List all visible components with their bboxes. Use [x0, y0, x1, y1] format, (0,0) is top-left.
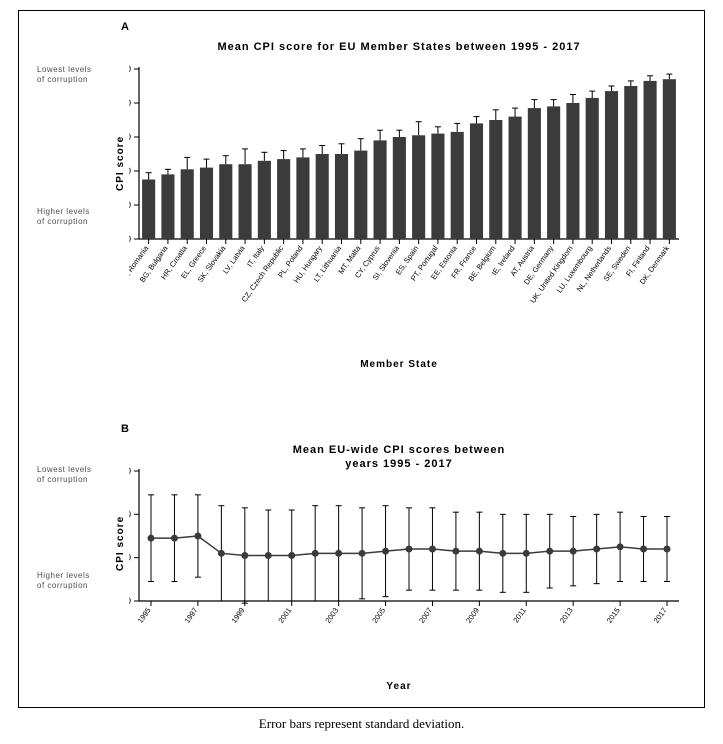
svg-text:40: 40	[129, 596, 131, 606]
panel-b-chart: 40 60 80 100 1995 1997 1999 2001 2003 2005 2007 200…	[129, 451, 689, 681]
panel-a-label: A	[121, 21, 130, 33]
svg-text:60: 60	[129, 553, 131, 563]
svg-text:20: 20	[129, 200, 131, 210]
svg-text:2017: 2017	[652, 606, 669, 625]
panel-b-note-bottom: Higher levelsof corruption	[37, 571, 90, 591]
svg-text:1995: 1995	[136, 606, 153, 625]
svg-text:80: 80	[129, 98, 131, 108]
svg-text:2011: 2011	[511, 606, 528, 624]
svg-text:2013: 2013	[558, 606, 575, 625]
figure-frame: A Mean CPI score for EU Member States be…	[18, 10, 705, 708]
panel-b-note-top: Lowest levelsof corruption	[37, 465, 92, 485]
panel-a-chart: 020406080100RO, RomaniaBG, BulgariaHR, C…	[129, 51, 689, 371]
svg-text:2003: 2003	[323, 606, 340, 625]
panel-a-note-bottom: Higher levelsof corruption	[37, 207, 90, 227]
svg-text:100: 100	[129, 64, 131, 74]
svg-text:2001: 2001	[276, 606, 293, 625]
svg-text:40: 40	[129, 166, 131, 176]
panel-b-label: B	[121, 423, 130, 435]
svg-text:1999: 1999	[230, 606, 247, 625]
figure-caption: Error bars represent standard deviation.	[0, 716, 723, 732]
figure-page: A Mean CPI score for EU Member States be…	[0, 0, 723, 744]
svg-text:2005: 2005	[370, 606, 387, 625]
svg-text:80: 80	[129, 509, 131, 519]
panel-a-ylabel: CPI score	[115, 136, 126, 191]
svg-text:1997: 1997	[183, 606, 200, 625]
svg-text:2015: 2015	[605, 606, 622, 625]
panel-b-ylabel: CPI score	[115, 516, 126, 571]
panel-a-xlabel: Member State	[299, 359, 499, 370]
panel-b-xlabel: Year	[349, 681, 449, 692]
svg-text:2007: 2007	[417, 606, 434, 625]
svg-text:0: 0	[129, 234, 131, 244]
panel-a-note-top: Lowest levelsof corruption	[37, 65, 92, 85]
svg-text:2009: 2009	[464, 606, 481, 625]
svg-text:100: 100	[129, 466, 131, 476]
svg-text:60: 60	[129, 132, 131, 142]
